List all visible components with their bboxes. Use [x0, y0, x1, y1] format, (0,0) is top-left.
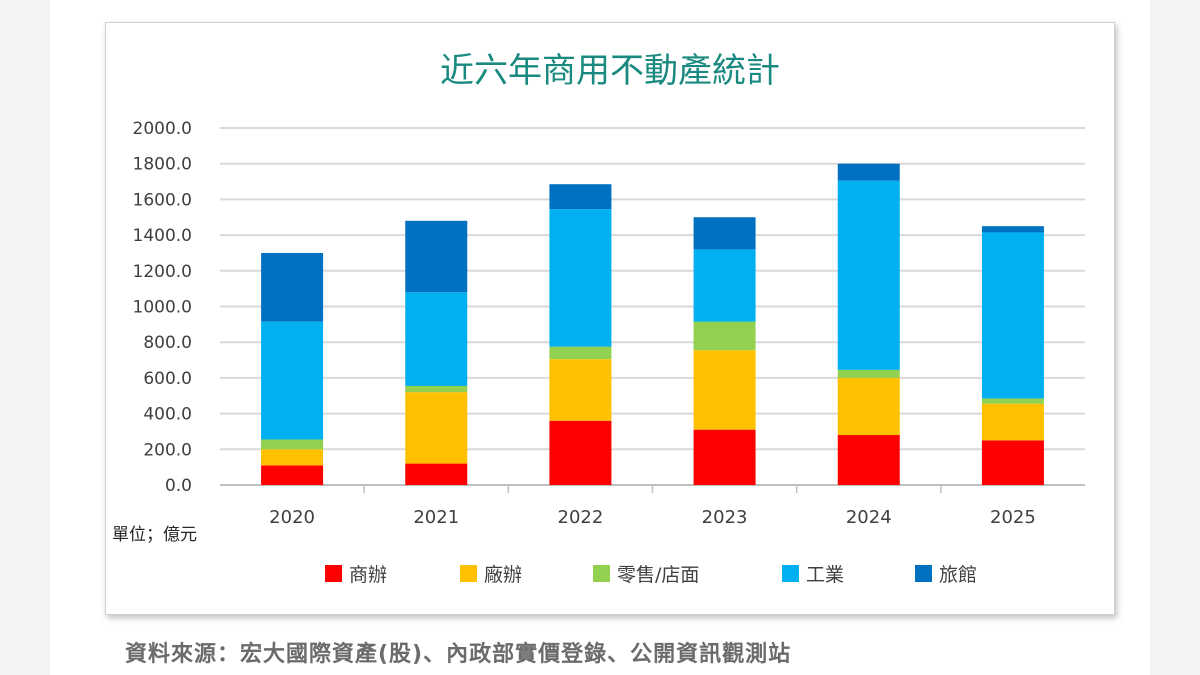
bar-segment-2025-0	[981, 440, 1044, 485]
chart-title: 近六年商用不動產統計	[440, 51, 780, 91]
y-tick-label: 400.0	[143, 405, 192, 425]
y-tick-label: 1800.0	[133, 155, 192, 175]
legend-label: 工業	[806, 564, 844, 586]
bar-segment-2024-0	[837, 435, 900, 485]
bar-segment-2024-1	[837, 377, 900, 436]
bar-segment-2020-1	[261, 449, 324, 466]
bar-segment-2021-3	[405, 292, 468, 386]
bar-segment-2022-4	[549, 184, 612, 210]
bar-segment-2020-4	[261, 252, 324, 322]
x-tick-label: 2022	[558, 507, 604, 528]
bar-segment-2022-2	[549, 346, 612, 360]
y-tick-label: 0.0	[165, 476, 192, 496]
x-tick-label: 2020	[269, 507, 315, 528]
bar-segment-2022-0	[549, 420, 612, 485]
legend-label: 旅館	[939, 564, 977, 586]
bar-segment-2021-4	[405, 220, 468, 293]
x-tick-label: 2024	[846, 507, 892, 528]
bar-segment-2024-3	[837, 180, 900, 370]
y-tick-label: 1400.0	[133, 226, 192, 246]
bar-segment-2023-2	[693, 321, 756, 351]
legend-label: 廠辦	[484, 563, 522, 586]
legend-swatch-4	[915, 565, 932, 582]
legend-swatch-3	[782, 565, 799, 582]
y-tick-label: 800.0	[143, 333, 192, 353]
y-tick-label: 1200.0	[133, 262, 192, 282]
unit-label: 單位；億元	[112, 525, 197, 545]
bar-segment-2023-4	[693, 217, 756, 250]
x-tick-label: 2023	[702, 507, 748, 528]
legend-label: 商辦	[349, 564, 387, 586]
bar-segment-2021-0	[405, 463, 468, 485]
background-right	[1150, 0, 1200, 675]
bar-segment-2020-0	[261, 465, 324, 485]
legend-swatch-0	[325, 565, 342, 582]
y-tick-label: 1000.0	[133, 298, 192, 318]
background-left	[0, 0, 50, 675]
bar-segment-2023-0	[693, 429, 756, 485]
bar-segment-2024-2	[837, 369, 900, 378]
bar-segment-2022-1	[549, 359, 612, 421]
bar-segment-2020-3	[261, 321, 324, 440]
bar-segment-2025-3	[981, 232, 1044, 399]
legend-swatch-2	[593, 565, 610, 582]
y-tick-label: 2000.0	[133, 119, 192, 139]
bar-segment-2021-2	[405, 385, 468, 393]
bar-segment-2023-3	[693, 249, 756, 322]
bar-segment-2021-1	[405, 392, 468, 464]
bar-segment-2020-2	[261, 439, 324, 450]
y-tick-label: 1600.0	[133, 190, 192, 210]
y-tick-label: 600.0	[143, 369, 192, 389]
source-note: 資料來源：宏大國際資產(股)、內政部實價登錄、公開資訊觀測站	[125, 642, 792, 667]
bar-segment-2025-1	[981, 403, 1044, 441]
bar-segment-2023-1	[693, 350, 756, 430]
y-tick-label: 200.0	[143, 440, 192, 460]
x-tick-label: 2021	[413, 507, 459, 528]
legend-swatch-1	[460, 565, 477, 582]
bar-segment-2025-4	[981, 226, 1044, 233]
legend-label: 零售/店面	[617, 564, 699, 586]
x-tick-label: 2025	[990, 507, 1036, 528]
bar-segment-2024-4	[837, 163, 900, 181]
bar-segment-2025-2	[981, 398, 1044, 404]
bar-segment-2022-3	[549, 209, 612, 347]
